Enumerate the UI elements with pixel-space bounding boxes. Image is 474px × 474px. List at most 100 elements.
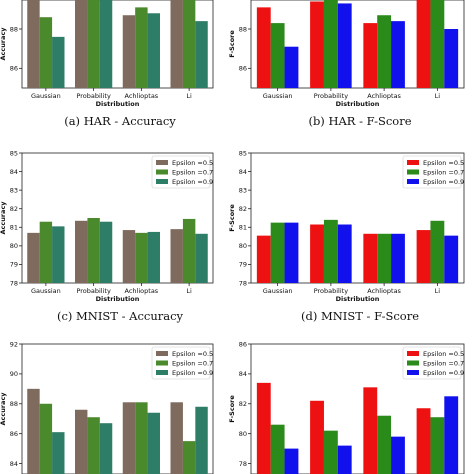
legend-swatch: [407, 360, 419, 366]
bar--series-3: [195, 406, 208, 474]
bar-achlioptas-series-3: [147, 231, 160, 283]
bar-achlioptas-series-2: [377, 233, 392, 283]
bar-gaussian-series-3: [52, 36, 65, 88]
bar-li-series-3: [195, 21, 208, 89]
bar--series-1: [27, 388, 40, 474]
x-axis-label: Distribution: [96, 295, 140, 303]
bar--series-2: [39, 403, 53, 474]
y-tick-label: 82: [239, 205, 247, 213]
bar-probability-series-3: [337, 3, 352, 88]
bar-gaussian-series-3: [284, 222, 299, 283]
legend-swatch: [156, 370, 168, 375]
bar-achlioptas-series-1: [122, 15, 136, 89]
bar--series-2: [182, 441, 196, 474]
y-tick-label: 80: [239, 242, 247, 250]
x-tick-label: Gaussian: [31, 92, 61, 100]
legend-label: Epsilon =0.9: [423, 369, 464, 377]
y-tick-label: 90: [10, 370, 18, 378]
y-axis-label: Accuracy: [0, 27, 7, 61]
y-axis-label: Accuracy: [0, 201, 7, 235]
chart-mnist-fscore: 78 79 80 81 82 83 84 85 Gaussian Probability Achli…: [228, 149, 465, 323]
y-axis-label: Accuracy: [0, 392, 7, 426]
x-tick-label: Li: [435, 287, 441, 295]
x-axis-label: Distribution: [336, 295, 380, 303]
y-tick-label: 83: [10, 186, 18, 194]
y-tick-label: 78: [239, 279, 247, 287]
bar-probability-series-2: [323, 219, 338, 283]
plot-frame: [21, 0, 214, 89]
legend-label: Epsilon =0.7: [172, 169, 213, 177]
bar-li-series-1: [416, 0, 431, 89]
legend-label: Epsilon =0.5: [423, 159, 464, 167]
x-tick-label: Probability: [314, 92, 349, 100]
y-tick-label: 82: [239, 400, 247, 408]
bar--series-2: [87, 417, 100, 474]
legend-label: Epsilon =0.5: [172, 350, 213, 358]
bar--series-2: [270, 424, 285, 474]
x-tick-label: Achlioptas: [125, 92, 159, 100]
chart-har-accuracy: 86 88 Gaussian Probability Achlioptas Li Distr…: [0, 0, 214, 128]
x-tick-label: Li: [186, 92, 192, 100]
bar-li-series-1: [416, 230, 431, 283]
bar-probability-series-1: [310, 224, 324, 283]
y-tick-label: 81: [10, 224, 18, 232]
bar--series-1: [363, 387, 378, 474]
x-tick-label: Probability: [76, 287, 111, 295]
legend-swatch: [156, 179, 168, 184]
plot-frame: [21, 343, 214, 474]
bar--series-1: [416, 408, 431, 474]
legend-label: Epsilon =0.5: [172, 159, 213, 167]
chart-third-fscore: 78 80 82 84 86 F-Score Epsilon =0.5 Epsilon =0.…: [228, 340, 465, 474]
bar--series-2: [377, 415, 392, 474]
bar-gaussian-series-3: [52, 226, 65, 283]
panel-caption: (a) HAR - Accuracy: [64, 114, 176, 128]
bar--series-1: [75, 409, 88, 474]
y-tick-label: 79: [239, 261, 247, 269]
bar-gaussian-series-1: [27, 0, 40, 88]
bar-li-series-2: [430, 0, 445, 89]
y-axis-label: F-Score: [228, 30, 236, 58]
bar-achlioptas-series-1: [363, 23, 378, 89]
y-tick-label: 84: [239, 370, 247, 378]
x-tick-label: Gaussian: [263, 287, 293, 295]
bar-gaussian-series-2: [39, 221, 53, 283]
legend-label: Epsilon =0.5: [423, 350, 464, 358]
bar--series-3: [147, 412, 160, 474]
x-axis-label: Distribution: [96, 100, 140, 108]
y-tick-label: 86: [239, 65, 247, 73]
y-tick-label: 78: [10, 279, 18, 287]
plot-frame: [250, 152, 465, 284]
y-tick-label: 84: [239, 168, 247, 176]
bar-achlioptas-series-2: [377, 15, 392, 89]
bar-gaussian-series-2: [39, 17, 53, 89]
y-tick-label: 79: [10, 261, 18, 269]
panel-caption: (d) MNIST - F-Score: [301, 309, 419, 323]
y-tick-label: 86: [10, 65, 18, 73]
x-tick-label: Gaussian: [31, 287, 61, 295]
x-axis-label: Distribution: [336, 100, 380, 108]
bar-li-series-3: [444, 29, 459, 88]
legend-label: Epsilon =0.9: [172, 369, 213, 377]
bar-achlioptas-series-3: [391, 233, 405, 283]
x-tick-label: Probability: [314, 287, 349, 295]
y-tick-label: 83: [239, 186, 247, 194]
y-tick-label: 86: [10, 430, 18, 438]
y-tick-label: 88: [10, 400, 18, 408]
bar-achlioptas-series-2: [135, 7, 148, 88]
chart-third-accuracy: 84 86 88 90 92 Accuracy Epsilon =0.5 Epsilon =0…: [0, 340, 214, 474]
legend-label: Epsilon =0.9: [423, 178, 464, 186]
bar-achlioptas-series-2: [135, 232, 148, 283]
bar-achlioptas-series-1: [363, 233, 378, 283]
bar-probability-series-3: [99, 221, 113, 283]
bar-probability-series-3: [337, 224, 352, 283]
y-tick-label: 84: [10, 460, 18, 468]
y-tick-label: 82: [10, 205, 18, 213]
legend-label: Epsilon =0.9: [172, 178, 213, 186]
legend-label: Epsilon =0.7: [423, 169, 464, 177]
plot-frame: [250, 0, 465, 89]
legend-label: Epsilon =0.7: [172, 360, 213, 368]
plot-frame: [21, 152, 214, 284]
bar-probability-series-2: [87, 0, 100, 89]
bar--series-1: [170, 402, 183, 474]
y-tick-label: 80: [239, 430, 247, 438]
